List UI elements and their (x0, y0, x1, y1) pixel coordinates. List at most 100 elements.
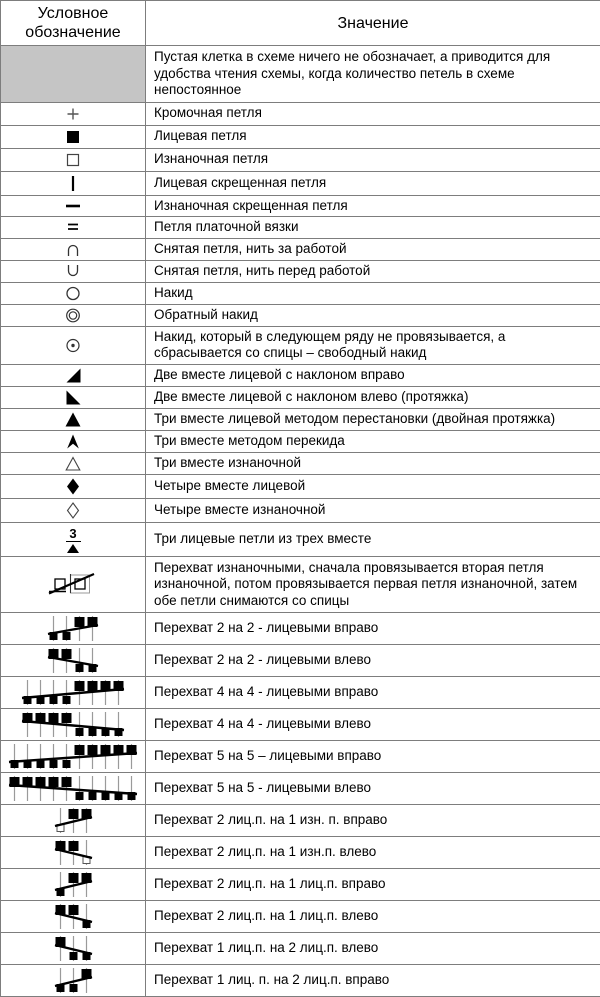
arc-up-icon (64, 263, 82, 280)
meaning-cell: Перехват 5 на 5 - лицевыми влево (146, 773, 600, 805)
symbol-cell (1, 364, 146, 386)
triangle-up-open-icon (63, 455, 83, 472)
symbol-cell: 3 (1, 522, 146, 556)
meaning-cell: Перехват 4 на 4 - лицевыми влево (146, 709, 600, 741)
table-row: Петля платочной вязки (1, 217, 600, 239)
symbol-cell (1, 148, 146, 171)
cable-2on1-right-icon (54, 871, 93, 898)
symbol-cell (1, 965, 146, 997)
circle-dot-icon (64, 337, 82, 354)
arrowhead-up-icon (64, 433, 82, 450)
symbol-cell (1, 260, 146, 282)
table-row: Лицевая скрещенная петля (1, 171, 600, 195)
header-row: Условное обозначение Значение (1, 1, 600, 46)
symbol-cell (1, 805, 146, 837)
symbol-cell (1, 217, 146, 239)
symbol-cell (1, 125, 146, 148)
meaning-cell: Перехват 4 на 4 - лицевыми вправо (146, 677, 600, 709)
symbol-cell (1, 709, 146, 741)
meaning-cell: Перехват 2 лиц.п. на 1 лиц.п. влево (146, 901, 600, 933)
symbol-cell (1, 498, 146, 522)
meaning-cell: Снятая петля, нить перед работой (146, 260, 600, 282)
meaning-cell: Снятая петля, нить за работой (146, 238, 600, 260)
table-row: Перехват 1 лиц. п. на 2 лиц.п. вправо (1, 965, 600, 997)
triangle-lower-left-icon (64, 389, 83, 406)
meaning-cell: Перехват 2 на 2 - лицевыми вправо (146, 613, 600, 645)
table-row: Перехват изнаночными, сначала провязывае… (1, 556, 600, 613)
symbol-cell (1, 645, 146, 677)
meaning-cell: Петля платочной вязки (146, 217, 600, 239)
triangle-lower-right-icon (64, 367, 83, 384)
diamond-open-icon (64, 501, 82, 520)
table-row: Перехват 1 лиц.п. на 2 лиц.п. влево (1, 933, 600, 965)
cable-2on1-right-purl-icon (54, 807, 93, 834)
table-row: Изнаночная петля (1, 148, 600, 171)
table-row: Накид (1, 282, 600, 304)
meaning-cell: Перехват 1 лиц. п. на 2 лиц.п. вправо (146, 965, 600, 997)
symbol-cell (1, 304, 146, 326)
cable-2on2-left-icon (47, 647, 99, 674)
symbol-cell (1, 386, 146, 408)
symbol-cell (1, 171, 146, 195)
meaning-cell: Обратный накид (146, 304, 600, 326)
meaning-cell: Две вместе лицевой с наклоном вправо (146, 364, 600, 386)
meaning-cell: Кромочная петля (146, 102, 600, 125)
meaning-cell: Перехват 2 лиц.п. на 1 изн.п. влево (146, 837, 600, 869)
equals-icon (64, 219, 82, 235)
symbol-cell (1, 474, 146, 498)
purl-cross-icon (48, 572, 98, 596)
meaning-cell: Три вместе методом перекида (146, 430, 600, 452)
meaning-cell: Три вместе лицевой методом перестановки … (146, 408, 600, 430)
table-row: Лицевая петля (1, 125, 600, 148)
table-row: 3 Три лицевые петли из трех вместе (1, 522, 600, 556)
triangle-up-icon (63, 411, 83, 428)
symbol-cell (1, 238, 146, 260)
meaning-cell: Четыре вместе лицевой (146, 474, 600, 498)
cable-5on5-right-icon (8, 743, 138, 770)
circle-icon (64, 285, 82, 302)
table-row: Перехват 2 на 2 - лицевыми влево (1, 645, 600, 677)
small-triangle-up-icon (66, 543, 80, 554)
table-row: Кромочная петля (1, 102, 600, 125)
cable-1on2-left-icon (54, 935, 93, 962)
circle-double-icon (64, 307, 82, 324)
table-row: Пустая клетка в схеме ничего не обознача… (1, 46, 600, 103)
header-symbol-col: Условное обозначение (1, 1, 146, 46)
table-row: Перехват 5 на 5 - лицевыми влево (1, 773, 600, 805)
cable-2on2-right-icon (47, 615, 99, 642)
arc-down-icon (64, 241, 82, 258)
table-row: Перехват 2 лиц.п. на 1 лиц.п. влево (1, 901, 600, 933)
cable-2on1-left-icon (54, 903, 93, 930)
meaning-cell: Лицевая петля (146, 125, 600, 148)
three-label: 3 (66, 527, 81, 542)
symbol-cell (1, 452, 146, 474)
table-row: Накид, который в следующем ряду не провя… (1, 326, 600, 364)
symbol-cell (1, 408, 146, 430)
symbol-cell (1, 430, 146, 452)
cable-5on5-left-icon (8, 775, 138, 802)
three-over-triangle-icon: 3 (66, 527, 81, 554)
symbol-cell (1, 773, 146, 805)
table-row: Перехват 4 на 4 - лицевыми влево (1, 709, 600, 741)
table-row: Обратный накид (1, 304, 600, 326)
plus-icon (64, 105, 82, 123)
cable-2on1-left-purl-icon (54, 839, 93, 866)
symbol-cell (1, 741, 146, 773)
table-row: Перехват 2 лиц.п. на 1 лиц.п. вправо (1, 869, 600, 901)
meaning-cell: Перехват 5 на 5 – лицевыми вправо (146, 741, 600, 773)
table-row: Две вместе лицевой с наклоном влево (про… (1, 386, 600, 408)
symbol-cell (1, 556, 146, 613)
cable-4on4-left-icon (21, 711, 125, 738)
meaning-cell: Три лицевые петли из трех вместе (146, 522, 600, 556)
meaning-cell: Перехват 2 лиц.п. на 1 лиц.п. вправо (146, 869, 600, 901)
meaning-cell: Перехват изнаночными, сначала провязывае… (146, 556, 600, 613)
meaning-cell: Лицевая скрещенная петля (146, 171, 600, 195)
table-row: Снятая петля, нить перед работой (1, 260, 600, 282)
meaning-cell: Перехват 1 лиц.п. на 2 лиц.п. влево (146, 933, 600, 965)
table-row: Три вместе лицевой методом перестановки … (1, 408, 600, 430)
bar-vertical-icon (64, 174, 82, 193)
table-row: Перехват 4 на 4 - лицевыми вправо (1, 677, 600, 709)
symbol-cell (1, 195, 146, 217)
meaning-cell: Изнаночная петля (146, 148, 600, 171)
table-row: Две вместе лицевой с наклоном вправо (1, 364, 600, 386)
